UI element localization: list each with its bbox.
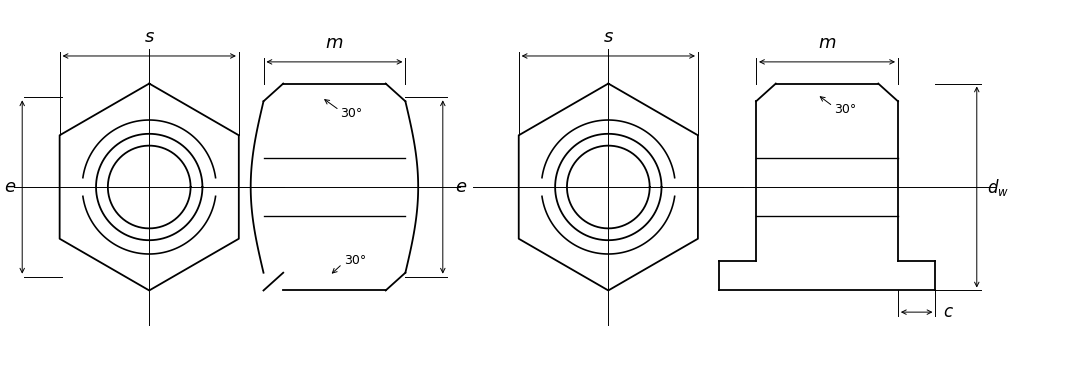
Text: $d_w$: $d_w$: [987, 177, 1008, 198]
Text: s: s: [603, 28, 613, 46]
Text: m: m: [818, 34, 836, 52]
Text: e: e: [456, 178, 467, 196]
Text: 30°: 30°: [341, 106, 363, 120]
Text: s: s: [144, 28, 154, 46]
Text: c: c: [943, 303, 953, 321]
Text: e: e: [4, 178, 15, 196]
Text: 30°: 30°: [344, 254, 366, 267]
Text: 30°: 30°: [834, 103, 857, 116]
Text: m: m: [326, 34, 343, 52]
